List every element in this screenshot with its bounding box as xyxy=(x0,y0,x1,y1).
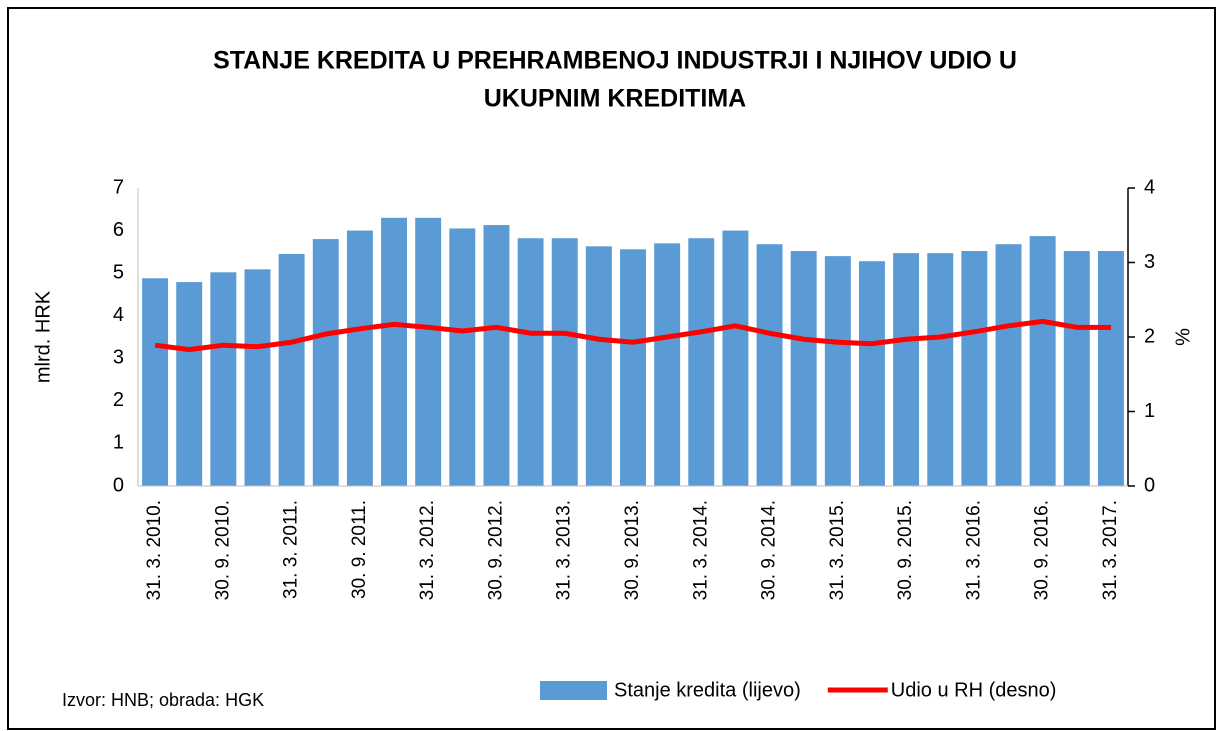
y-tick-label: 4 xyxy=(113,304,124,326)
bar xyxy=(244,269,271,486)
y2-axis-label: % xyxy=(1172,328,1194,346)
bar xyxy=(1063,251,1090,486)
x-tick-label: 30. 9. 2011. xyxy=(349,500,370,599)
bar xyxy=(176,282,203,486)
bar xyxy=(961,251,988,486)
bar xyxy=(824,256,851,486)
bar xyxy=(858,261,885,486)
chart-title: UKUPNIM KREDITIMA xyxy=(484,85,747,113)
y-tick-label: 5 xyxy=(113,261,124,283)
y-axis-label: mlrd. HRK xyxy=(32,290,54,383)
bar xyxy=(142,278,169,486)
legend-label: Udio u RH (desno) xyxy=(891,679,1057,701)
y-tick-label: 7 xyxy=(113,176,124,198)
legend-swatch xyxy=(540,681,607,700)
bar xyxy=(654,243,681,486)
bar xyxy=(927,253,954,486)
y-tick-label: 3 xyxy=(113,347,124,369)
x-tick-label: 31. 3. 2015. xyxy=(827,500,848,600)
line-series xyxy=(154,318,1111,353)
bar xyxy=(381,217,408,487)
x-tick-label: 31. 3. 2010. xyxy=(144,500,165,600)
bar xyxy=(688,238,715,486)
bar xyxy=(620,249,646,486)
bar xyxy=(995,244,1022,486)
x-tick-label: 31. 3. 2016. xyxy=(963,500,984,600)
bar xyxy=(893,253,920,486)
bar xyxy=(517,238,544,486)
y-tick-label: 1 xyxy=(113,432,124,454)
x-tick-label: 30. 9. 2012. xyxy=(485,500,506,600)
bar xyxy=(551,238,578,486)
bar xyxy=(585,246,612,486)
x-tick-label: 31. 3. 2017. xyxy=(1100,500,1121,600)
bar xyxy=(1097,251,1124,486)
bar xyxy=(312,239,339,486)
y-tick-label: 0 xyxy=(113,474,124,496)
x-tick-label: 31. 3. 2014. xyxy=(690,500,711,600)
x-tick-label: 31. 3. 2011. xyxy=(281,500,302,599)
x-tick-label: 30. 9. 2015. xyxy=(895,500,916,600)
bar xyxy=(483,225,510,486)
x-tick-label: 31. 3. 2013. xyxy=(554,500,575,600)
y2-tick-label: 1 xyxy=(1144,400,1155,422)
x-tick-label: 30. 9. 2016. xyxy=(1032,500,1053,600)
y2-tick-label: 4 xyxy=(1144,176,1155,198)
chart-title: STANJE KREDITA U PREHRAMBENOJ INDUSTRJI … xyxy=(213,47,1017,75)
y2-tick-label: 2 xyxy=(1144,325,1155,347)
bar xyxy=(210,272,237,486)
bar xyxy=(278,253,305,486)
bar xyxy=(346,230,373,486)
bar xyxy=(1029,236,1056,486)
y2-tick-label: 0 xyxy=(1144,474,1155,496)
bar xyxy=(722,230,749,486)
y2-tick-label: 3 xyxy=(1144,251,1155,273)
bar xyxy=(790,251,817,486)
bar xyxy=(415,217,442,487)
bar xyxy=(449,228,476,486)
x-tick-label: 30. 9. 2014. xyxy=(759,500,780,600)
source-note: Izvor: HNB; obrada: HGK xyxy=(62,690,264,710)
x-tick-label: 30. 9. 2013. xyxy=(622,500,643,600)
bar xyxy=(756,244,783,486)
x-tick-label: 30. 9. 2010. xyxy=(212,500,233,600)
legend-label: Stanje kredita (lijevo) xyxy=(614,679,801,701)
y-tick-label: 2 xyxy=(113,389,124,411)
y-tick-label: 6 xyxy=(113,219,124,241)
x-tick-label: 31. 3. 2012. xyxy=(417,500,438,600)
